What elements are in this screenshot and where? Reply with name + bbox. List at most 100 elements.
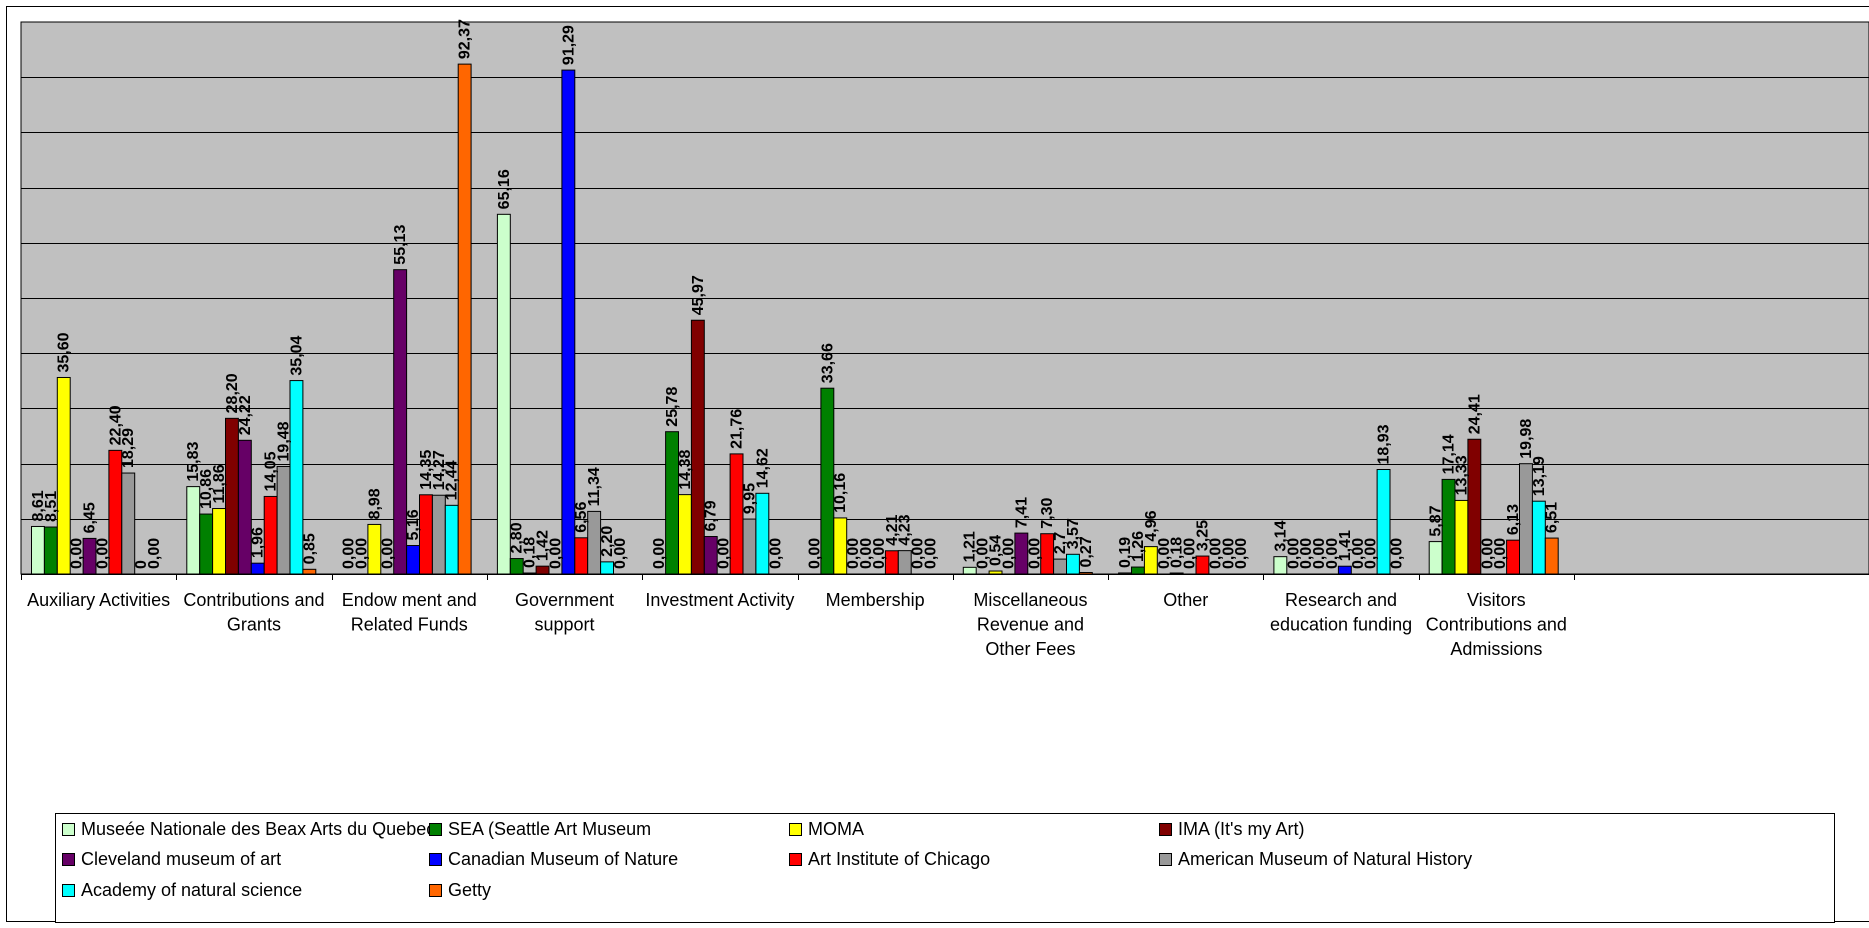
data-label: 0,00 — [1026, 538, 1043, 569]
bar — [457, 63, 472, 575]
legend-swatch — [789, 852, 802, 866]
legend-label: SEA (Seattle Art Museum — [448, 818, 652, 839]
data-label: 55,13 — [392, 225, 409, 265]
data-label: 0,00 — [845, 538, 862, 569]
data-label: 91,29 — [560, 25, 577, 65]
x-tick-label: Other — [1163, 590, 1208, 610]
data-label: 0,00 — [379, 538, 396, 569]
bar — [393, 269, 408, 575]
data-label: 6,56 — [573, 502, 590, 533]
data-label: 6,13 — [1505, 504, 1522, 535]
bar — [820, 387, 835, 575]
data-label: 1,42 — [535, 530, 552, 561]
data-label: 0,00 — [1363, 538, 1380, 569]
legend-swatch — [1159, 852, 1172, 866]
bar — [587, 510, 602, 575]
x-tick-label: Other Fees — [985, 639, 1075, 659]
bar — [1118, 572, 1132, 575]
bar — [199, 513, 214, 575]
x-tick-label: Contributions and — [183, 590, 324, 610]
data-label: 0,00 — [651, 538, 668, 569]
bar — [31, 525, 45, 575]
x-tick-label: Government — [515, 590, 614, 610]
legend-item: SEA (Seattle Art Museum — [429, 814, 651, 844]
data-label: 18,93 — [1376, 424, 1393, 464]
chart-legend: Museée Nationale des Beax Arts du Quebec… — [55, 813, 1835, 923]
data-label: 0,00 — [547, 538, 564, 569]
legend-item: Cleveland museum of art — [62, 844, 281, 874]
bar — [1143, 546, 1158, 575]
data-label: 14,05 — [263, 451, 280, 491]
x-tick-label: Grants — [227, 615, 281, 635]
legend-swatch — [429, 822, 442, 836]
data-label: 11,86 — [211, 464, 228, 503]
bar — [574, 537, 589, 575]
x-tick-label: Contributions and — [1426, 615, 1567, 635]
bars — [31, 63, 1559, 575]
data-label: 0,00 — [1233, 538, 1250, 569]
data-label: 8,51 — [43, 491, 60, 522]
data-label: 0,00 — [1492, 538, 1509, 569]
x-tick-label: education funding — [1270, 615, 1412, 635]
data-label: 0,19 — [1117, 537, 1134, 568]
bar — [561, 69, 576, 575]
legend-item: Getty — [429, 875, 491, 905]
data-label: 0,00 — [1479, 538, 1496, 569]
data-label: 25,78 — [664, 387, 681, 427]
data-label: 35,60 — [56, 332, 73, 372]
data-label: 10,16 — [832, 473, 849, 513]
bar — [1454, 499, 1469, 575]
data-label: 0,00 — [353, 538, 370, 569]
bar — [742, 518, 757, 575]
data-label: 0,00 — [1311, 538, 1328, 569]
data-label: 0,00 — [612, 538, 629, 569]
data-label: 0,00 — [1182, 538, 1199, 569]
data-label: 4,21 — [884, 515, 901, 546]
data-label: 2,80 — [509, 522, 526, 553]
data-label: 0,00 — [806, 538, 823, 569]
data-label: 0,00 — [716, 538, 733, 569]
x-tick-label: support — [535, 615, 595, 635]
x-tick-label: Related Funds — [351, 615, 468, 635]
bar — [729, 453, 744, 575]
data-label: 21,76 — [729, 409, 746, 449]
legend-swatch — [429, 883, 442, 897]
data-label: 4,23 — [897, 514, 914, 545]
data-label: 10,86 — [198, 469, 215, 509]
bar — [833, 517, 848, 575]
data-label: 1,96 — [250, 527, 267, 558]
bar — [1467, 438, 1482, 575]
x-tick-label: Miscellaneous — [973, 590, 1087, 610]
bar — [1078, 572, 1093, 575]
bar — [302, 568, 317, 575]
bar — [1273, 556, 1288, 575]
bar — [1169, 572, 1184, 575]
legend-swatch — [62, 822, 75, 836]
data-label: 17,14 — [1441, 434, 1458, 474]
bar — [1066, 553, 1080, 575]
x-tick-label: Membership — [826, 590, 925, 610]
data-label: 0,18 — [1169, 537, 1186, 568]
legend-item: Academy of natural science — [62, 875, 302, 905]
bar — [897, 550, 912, 575]
bar — [1337, 565, 1352, 575]
data-label: 0,00 — [767, 538, 784, 569]
legend-label: Art Institute of Chicago — [808, 848, 991, 869]
data-label: 35,04 — [288, 335, 305, 375]
data-label: 0,00 — [69, 538, 86, 569]
bar — [1428, 541, 1443, 575]
data-label: 5,16 — [405, 509, 422, 540]
x-tick-label: Endow ment and — [342, 590, 477, 610]
bar — [703, 536, 718, 575]
bar — [690, 319, 705, 575]
bar — [431, 494, 446, 575]
bar — [1544, 537, 1559, 575]
legend-label: Academy of natural science — [81, 879, 303, 900]
data-label: 0,54 — [988, 535, 1005, 566]
bar — [600, 561, 614, 575]
data-label: 0,00 — [341, 538, 358, 569]
x-tick-label: Investment Activity — [645, 590, 794, 610]
legend-swatch — [789, 822, 802, 836]
data-label: 0,00 — [1207, 538, 1224, 569]
data-label: 0,00 — [858, 538, 875, 569]
